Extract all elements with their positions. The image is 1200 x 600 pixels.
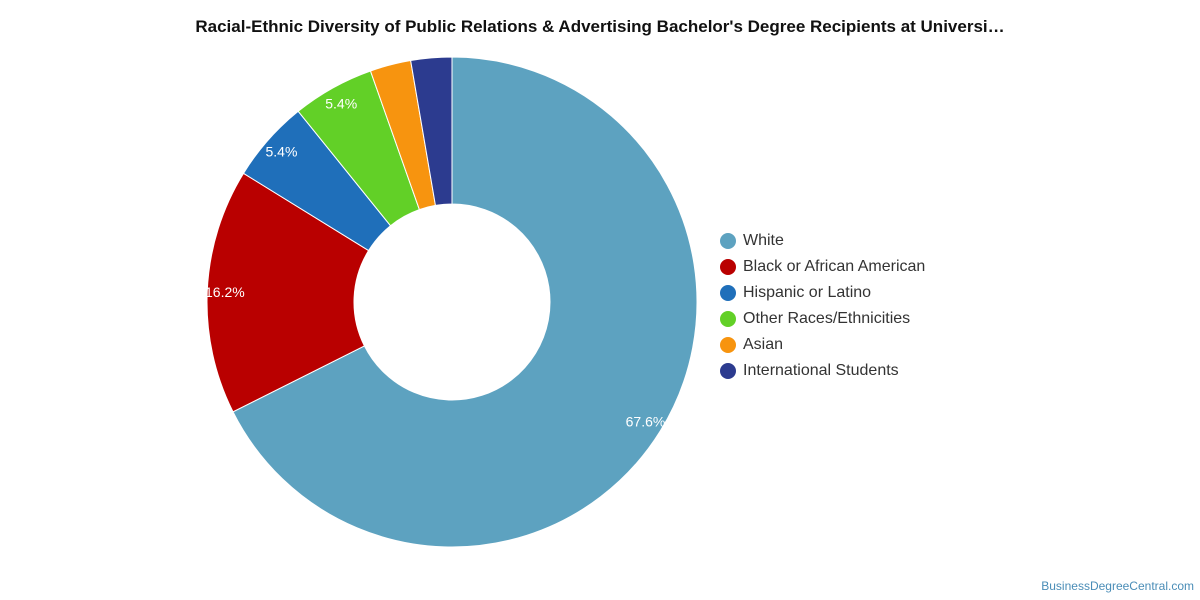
legend-item[interactable]: Hispanic or Latino [720, 280, 925, 306]
legend-item[interactable]: White [720, 228, 925, 254]
legend-swatch [720, 233, 736, 249]
legend-item[interactable]: Other Races/Ethnicities [720, 306, 925, 332]
legend-label: Hispanic or Latino [743, 284, 872, 301]
legend-swatch [720, 311, 736, 327]
legend-swatch [720, 363, 736, 379]
data-label: 16.2% [205, 284, 245, 300]
data-label: 5.4% [265, 144, 297, 160]
legend-item[interactable]: Black or African American [720, 254, 925, 280]
data-label: 67.6% [626, 413, 666, 429]
slice-international-students[interactable] [410, 56, 453, 206]
chart-legend: White Black or African American Hispanic o… [720, 228, 925, 384]
legend-swatch [720, 285, 736, 301]
legend-label: Other Races/Ethnicities [743, 310, 911, 327]
legend-item[interactable]: Asian [720, 332, 925, 358]
slice-white[interactable] [232, 56, 698, 548]
legend-swatch [720, 259, 736, 275]
legend-label: Asian [743, 336, 784, 353]
legend-label: Black or African American [743, 258, 926, 275]
legend-item[interactable]: International Students [720, 358, 925, 384]
legend-label: International Students [743, 362, 899, 379]
data-label: 5.4% [325, 95, 357, 111]
chart-title: Racial-Ethnic Diversity of Public Relati… [195, 17, 1005, 36]
legend-label: White [743, 232, 784, 249]
slice-black-or-african-american[interactable] [206, 172, 370, 413]
legend-swatch [720, 337, 736, 353]
footer-credit[interactable]: BusinessDegreeCentral.com [1041, 579, 1194, 593]
